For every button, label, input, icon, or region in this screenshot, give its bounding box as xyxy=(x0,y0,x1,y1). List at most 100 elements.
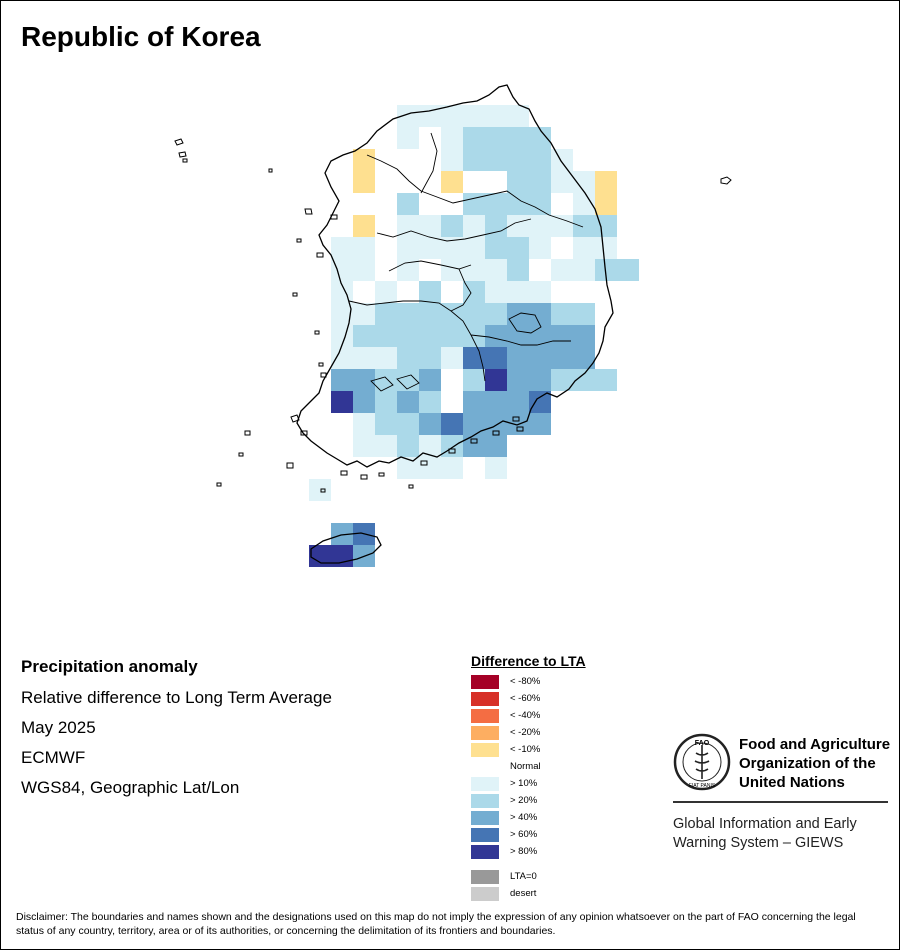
anomaly-cell xyxy=(573,193,595,215)
anomaly-cell xyxy=(529,215,551,237)
anomaly-cell xyxy=(441,149,463,171)
anomaly-cell xyxy=(595,259,617,281)
info-subtitle: Relative difference to Long Term Average xyxy=(21,688,332,707)
legend-label: < -20% xyxy=(510,727,541,738)
disclaimer: Disclaimer: The boundaries and names sho… xyxy=(16,911,856,937)
anomaly-cell xyxy=(485,281,507,303)
legend-extra: LTA=0 desert xyxy=(471,868,586,902)
anomaly-cell xyxy=(595,237,617,259)
anomaly-cell xyxy=(529,347,551,369)
anomaly-cell xyxy=(463,259,485,281)
anomaly-cell xyxy=(419,237,441,259)
anomaly-cell xyxy=(397,215,419,237)
anomaly-cell xyxy=(573,237,595,259)
anomaly-cell xyxy=(441,215,463,237)
emblem-top-text: FAO xyxy=(695,740,710,747)
anomaly-cell xyxy=(353,391,375,413)
legend: Difference to LTA < -80% < -60% < -40% < -2… xyxy=(471,653,586,902)
anomaly-cell xyxy=(397,347,419,369)
anomaly-cell xyxy=(441,457,463,479)
anomaly-cell xyxy=(331,523,353,545)
anomaly-cell xyxy=(419,281,441,303)
anomaly-cell xyxy=(551,215,573,237)
mainland-border xyxy=(296,84,614,468)
legend-label: > 60% xyxy=(510,829,538,840)
anomaly-cell xyxy=(397,413,419,435)
legend-swatch xyxy=(471,776,499,791)
anomaly-cell xyxy=(353,303,375,325)
anomaly-cell xyxy=(397,193,419,215)
anomaly-cell xyxy=(353,347,375,369)
legend-swatch xyxy=(471,827,499,842)
anomaly-cell xyxy=(595,193,617,215)
anomaly-cell xyxy=(463,347,485,369)
anomaly-cell xyxy=(441,347,463,369)
anomaly-cell xyxy=(441,259,463,281)
info-source: ECMWF xyxy=(21,748,86,767)
legend-row: > 40% xyxy=(471,809,586,826)
legend-extra-swatch xyxy=(471,869,499,884)
anomaly-cell xyxy=(529,369,551,391)
anomaly-cell xyxy=(375,391,397,413)
precipitation-map xyxy=(174,84,732,567)
anomaly-cell xyxy=(419,347,441,369)
anomaly-cell xyxy=(573,259,595,281)
anomaly-cell xyxy=(353,237,375,259)
anomaly-cell xyxy=(397,325,419,347)
anomaly-cell xyxy=(331,545,353,567)
legend-label: < -80% xyxy=(510,676,541,687)
anomaly-cell xyxy=(507,237,529,259)
anomaly-cell xyxy=(529,325,551,347)
anomaly-cell xyxy=(507,259,529,281)
giews-line-2: Warning System – GIEWS xyxy=(673,835,844,851)
org-line-3: United Nations xyxy=(739,774,845,791)
anomaly-cell xyxy=(375,347,397,369)
anomaly-cell xyxy=(485,325,507,347)
anomaly-cell xyxy=(529,171,551,193)
fao-emblem-icon: FAO FIAT PANIS xyxy=(673,733,731,791)
anomaly-cell xyxy=(309,479,331,501)
legend-row: < -60% xyxy=(471,690,586,707)
legend-row: > 20% xyxy=(471,792,586,809)
anomaly-cell xyxy=(463,435,485,457)
legend-swatch xyxy=(471,674,499,689)
anomaly-cell xyxy=(353,369,375,391)
province-borders xyxy=(348,132,584,392)
anomaly-cell xyxy=(375,435,397,457)
legend-label: Normal xyxy=(510,761,541,772)
giews-name: Global Information and Early Warning Sys… xyxy=(673,815,857,853)
anomaly-cell xyxy=(397,127,419,149)
legend-extra-row: desert xyxy=(471,885,586,902)
legend-extra-row: LTA=0 xyxy=(471,868,586,885)
legend-row: < -10% xyxy=(471,741,586,758)
anomaly-cell xyxy=(529,281,551,303)
anomaly-cell xyxy=(551,259,573,281)
legend-row: Normal xyxy=(471,758,586,775)
anomaly-cell xyxy=(573,325,595,347)
legend-swatch xyxy=(471,793,499,808)
legend-label: < -60% xyxy=(510,693,541,704)
anomaly-cell xyxy=(419,457,441,479)
anomaly-cell xyxy=(529,193,551,215)
anomaly-cell xyxy=(419,105,441,127)
anomaly-cell xyxy=(485,413,507,435)
anomaly-cell xyxy=(551,171,573,193)
anomaly-cell xyxy=(485,369,507,391)
anomaly-cell xyxy=(617,259,639,281)
anomaly-cell xyxy=(573,303,595,325)
jeju-island xyxy=(310,532,382,564)
legend-extra-label: desert xyxy=(510,888,537,899)
anomaly-cell xyxy=(507,127,529,149)
anomaly-cell xyxy=(595,369,617,391)
anomaly-cell xyxy=(419,435,441,457)
anomaly-cell xyxy=(419,369,441,391)
info-projection: WGS84, Geographic Lat/Lon xyxy=(21,778,240,797)
anomaly-cell xyxy=(507,391,529,413)
anomaly-cell xyxy=(353,171,375,193)
legend-swatch xyxy=(471,844,499,859)
legend-label: < -40% xyxy=(510,710,541,721)
anomaly-cell xyxy=(463,193,485,215)
anomaly-cell xyxy=(507,347,529,369)
anomaly-cell xyxy=(331,369,353,391)
